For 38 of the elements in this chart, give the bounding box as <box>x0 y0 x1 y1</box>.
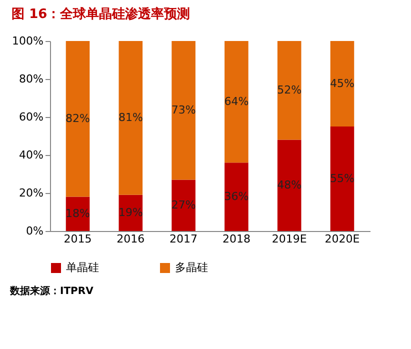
source-note: 数据来源：ITPRV <box>9 285 94 297</box>
bar <box>330 41 354 126</box>
x-tick-label: 2015 <box>64 232 92 246</box>
data-label: 19% <box>118 206 143 219</box>
data-label: 55% <box>330 172 354 185</box>
data-label: 36% <box>224 190 249 203</box>
data-label: 64% <box>224 94 249 108</box>
legend-label: 多晶硅 <box>175 261 208 274</box>
data-label: 52% <box>277 83 302 96</box>
bar <box>224 162 248 231</box>
y-tick-label: 40% <box>19 148 44 162</box>
x-tick-label: 2017 <box>170 232 198 246</box>
data-label: 81% <box>118 110 143 124</box>
x-tick-label: 2018 <box>222 232 250 246</box>
data-label: 48% <box>277 178 302 192</box>
legend-label: 单晶硅 <box>66 261 99 274</box>
x-tick-label: 2019E <box>272 232 307 246</box>
data-label: 18% <box>66 206 90 220</box>
y-tick-label: 60% <box>19 110 44 124</box>
y-tick-label: 0% <box>26 224 44 238</box>
data-label: 82% <box>66 112 90 125</box>
bar <box>66 41 90 197</box>
bar <box>118 41 143 195</box>
bar <box>172 180 196 231</box>
x-tick-label: 2016 <box>116 232 145 246</box>
y-tick-label: 100% <box>12 34 44 48</box>
bar <box>172 41 196 180</box>
data-label: 45% <box>330 76 354 90</box>
y-tick-label: 80% <box>19 72 44 86</box>
y-tick-label: 20% <box>19 186 44 200</box>
bar <box>277 41 302 140</box>
bar <box>224 41 248 163</box>
x-tick-label: 2020E <box>324 232 360 246</box>
data-label: 73% <box>171 103 196 116</box>
chart-title: 图 16：全球单晶硅渗透率预测 <box>12 6 190 22</box>
bar <box>330 126 354 231</box>
data-label: 27% <box>171 198 196 212</box>
bar <box>277 140 302 231</box>
